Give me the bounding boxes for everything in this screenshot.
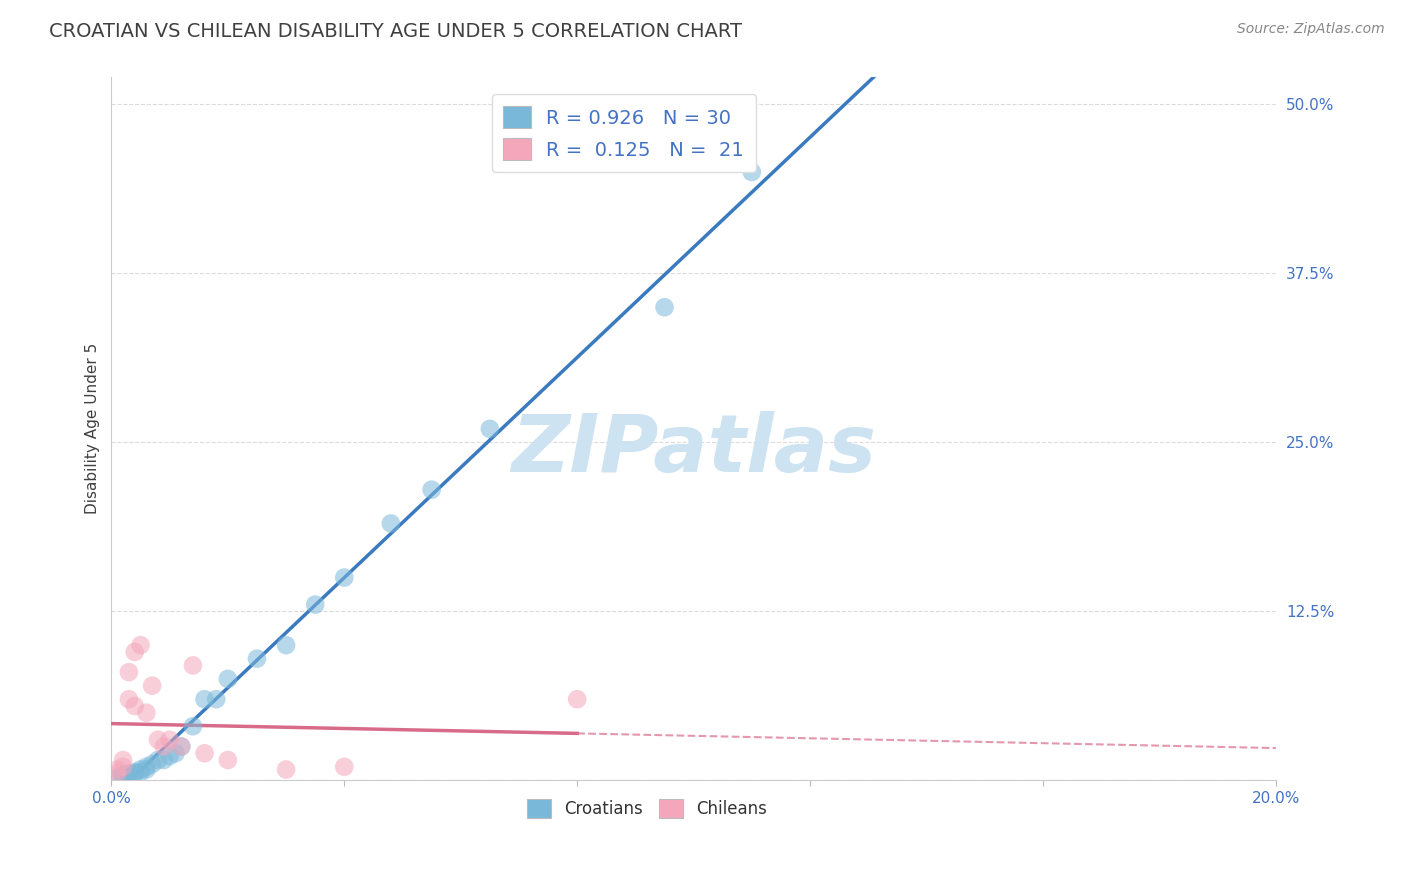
Point [112, 753, 135, 767]
Point [135, 706, 157, 720]
Point [118, 665, 141, 680]
Point [170, 739, 193, 754]
Point [304, 598, 326, 612]
Legend: Croatians, Chileans: Croatians, Chileans [520, 792, 773, 825]
Point [112, 768, 135, 782]
Point [124, 766, 146, 780]
Point [153, 739, 176, 754]
Point [159, 732, 181, 747]
Point [193, 746, 215, 760]
Text: ZIPatlas: ZIPatlas [512, 411, 876, 489]
Point [118, 768, 141, 782]
Point [105, 771, 128, 785]
Point [153, 753, 176, 767]
Point [333, 570, 356, 584]
Point [112, 760, 135, 774]
Point [205, 692, 228, 706]
Point [135, 760, 157, 774]
Point [124, 698, 146, 713]
Point [129, 638, 152, 652]
Point [246, 651, 269, 665]
Point [112, 769, 135, 783]
Point [274, 638, 297, 652]
Point [181, 719, 204, 733]
Point [420, 483, 443, 497]
Point [741, 165, 763, 179]
Y-axis label: Disability Age Under 5: Disability Age Under 5 [86, 343, 100, 515]
Text: CROATIAN VS CHILEAN DISABILITY AGE UNDER 5 CORRELATION CHART: CROATIAN VS CHILEAN DISABILITY AGE UNDER… [49, 22, 742, 41]
Point [118, 692, 141, 706]
Point [129, 763, 152, 777]
Point [141, 757, 163, 772]
Point [135, 763, 157, 777]
Point [193, 692, 215, 706]
Point [118, 766, 141, 780]
Point [170, 739, 193, 754]
Point [146, 753, 169, 767]
Point [181, 658, 204, 673]
Point [217, 753, 239, 767]
Point [333, 760, 356, 774]
Text: Source: ZipAtlas.com: Source: ZipAtlas.com [1237, 22, 1385, 37]
Point [129, 765, 152, 780]
Point [380, 516, 402, 531]
Point [217, 672, 239, 686]
Point [124, 645, 146, 659]
Point [165, 746, 187, 760]
Point [105, 763, 128, 777]
Point [567, 692, 589, 706]
Point [124, 765, 146, 780]
Point [654, 300, 676, 314]
Point [159, 749, 181, 764]
Point [146, 732, 169, 747]
Point [274, 763, 297, 777]
Point [478, 422, 501, 436]
Point [141, 679, 163, 693]
Point [105, 766, 128, 780]
